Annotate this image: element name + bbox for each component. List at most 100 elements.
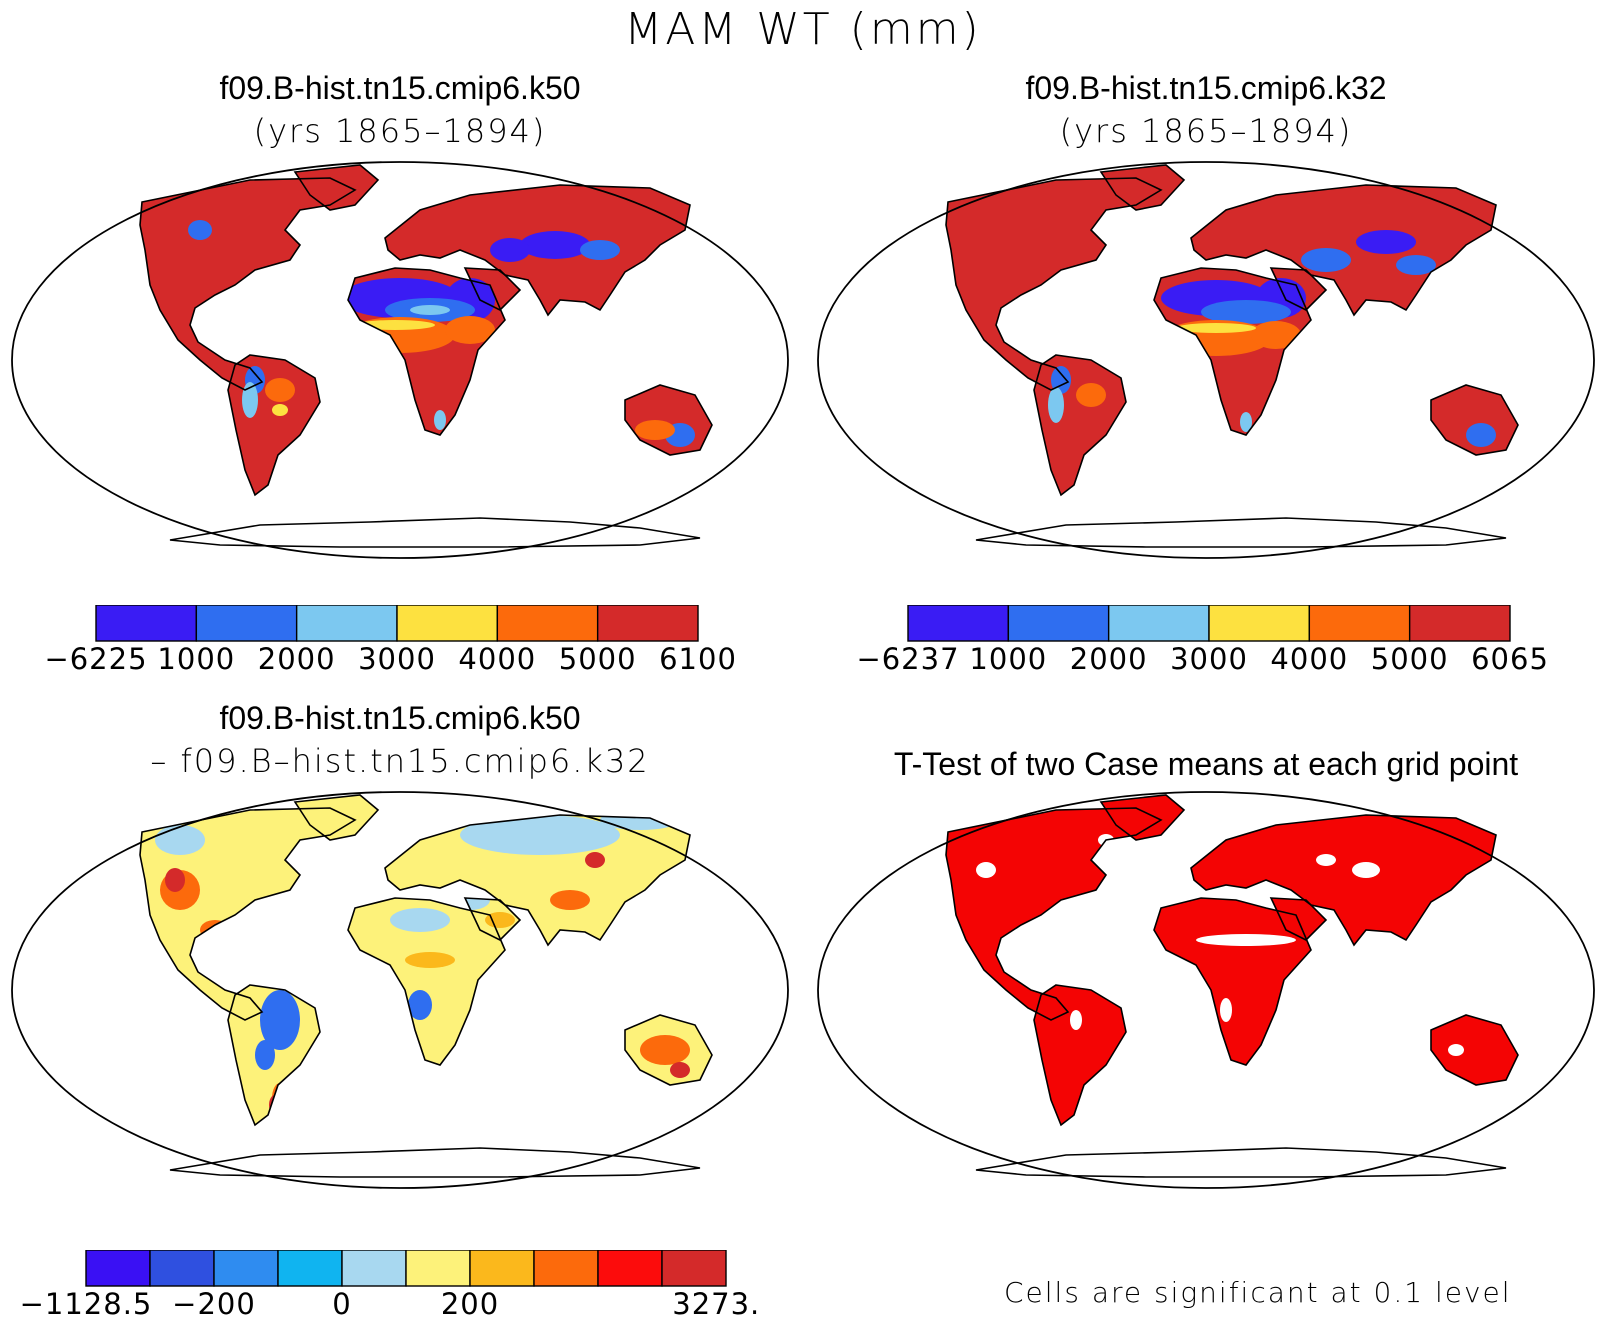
coastline-south-america xyxy=(1033,354,1127,497)
field-patch xyxy=(1048,387,1064,423)
colorbar-swatch xyxy=(496,605,599,642)
field-patch xyxy=(1240,412,1252,432)
coastline-africa xyxy=(347,267,506,436)
coastline-antarctica xyxy=(169,1147,701,1178)
field-patch xyxy=(1196,934,1296,946)
map-border xyxy=(817,791,1595,1189)
field-patch xyxy=(485,912,515,928)
field-patch xyxy=(1466,423,1496,447)
colorbar-swatch xyxy=(85,1250,151,1287)
map-panel-3 xyxy=(11,791,789,1189)
coastline-greenland xyxy=(1099,164,1186,211)
colorbar-swatch xyxy=(277,1250,343,1287)
coastline-south-america xyxy=(1033,984,1127,1127)
coastline-arabia xyxy=(463,897,522,941)
coastline-antarctica xyxy=(975,517,1507,548)
colorbar-label: 4000 xyxy=(1270,642,1348,676)
coastline-antarctica xyxy=(975,1147,1507,1178)
coastline-south-america xyxy=(227,984,321,1127)
colorbar-label: 3000 xyxy=(1170,642,1248,676)
field-patch xyxy=(490,238,530,262)
panel-3-subtitle: – f09.B–hist.tn15.cmip6.k32 xyxy=(150,742,650,780)
field-patch xyxy=(1316,854,1336,866)
colorbar-swatch xyxy=(1208,605,1311,642)
field-patch xyxy=(410,305,450,315)
field-patch xyxy=(445,316,495,344)
field-patch xyxy=(1070,1010,1082,1030)
field-patch xyxy=(1251,321,1301,349)
colorbar-label: 1000 xyxy=(969,642,1047,676)
field-patch xyxy=(580,240,620,260)
field-patch xyxy=(272,404,288,416)
colorbar-label: −6237 xyxy=(856,642,959,676)
coastline-north-america xyxy=(945,177,1163,391)
colorbar-swatch xyxy=(341,1250,407,1287)
coastline-australia xyxy=(624,384,713,456)
colorbar-label: 1000 xyxy=(157,642,235,676)
colorbar-label: 0 xyxy=(332,1287,351,1321)
field-patch xyxy=(390,908,450,932)
colorbar-swatch xyxy=(1408,605,1511,642)
colorbar-label: 3273.5 xyxy=(672,1287,760,1321)
colorbar-label: −1128.5 xyxy=(20,1287,152,1321)
map-border xyxy=(11,161,789,559)
figure-title: MAM WT (mm) xyxy=(624,4,982,55)
colorbar-swatch xyxy=(1107,605,1210,642)
colorbar-label: 3000 xyxy=(358,642,436,676)
colorbar-swatch xyxy=(195,605,298,642)
colorbar-swatch xyxy=(95,605,198,642)
field-patch xyxy=(165,868,185,892)
colorbar-label: 5000 xyxy=(1371,642,1449,676)
map-border xyxy=(817,161,1595,559)
significance-note: Cells are significant at 0.1 level xyxy=(1004,1276,1512,1309)
field-patch xyxy=(640,1035,690,1065)
field-patch xyxy=(976,862,996,878)
field-patch xyxy=(460,815,620,855)
coastline-australia xyxy=(624,1014,713,1086)
colorbar-2: −6237 1000 2000 3000 4000 5000 6065 xyxy=(856,605,1549,676)
field-patch xyxy=(408,990,432,1020)
field-patch xyxy=(1352,862,1380,878)
coastline-africa xyxy=(347,897,506,1066)
colorbar-swatch xyxy=(1308,605,1411,642)
field-patch xyxy=(670,1062,690,1078)
field-patch xyxy=(260,990,300,1050)
coastline-greenland xyxy=(1099,794,1186,841)
coastline-eurasia xyxy=(384,184,691,317)
map-panel-2 xyxy=(817,161,1595,559)
colorbar-label: −6225 xyxy=(44,642,147,676)
colorbar-swatch xyxy=(1007,605,1110,642)
coastline-eurasia xyxy=(1190,814,1497,947)
field-patch xyxy=(585,852,605,868)
panel-1-subtitle: (yrs 1865–1894) xyxy=(253,112,547,150)
coastline-greenland xyxy=(293,794,380,841)
map-panel-4 xyxy=(817,791,1595,1189)
coastline-africa xyxy=(1153,267,1312,436)
colorbar-swatch xyxy=(295,605,398,642)
field-patch xyxy=(434,410,446,430)
field-patch xyxy=(550,890,590,910)
colorbar-swatch xyxy=(405,1250,471,1287)
coastline-eurasia xyxy=(1190,184,1497,317)
colorbar-label: 5000 xyxy=(559,642,637,676)
coastline-arabia xyxy=(1269,897,1328,941)
field-patch xyxy=(242,382,258,418)
colorbar-label: −200 xyxy=(172,1287,256,1321)
panel-1-title: f09.B-hist.tn15.cmip6.k50 xyxy=(219,70,581,106)
panel-2-title: f09.B-hist.tn15.cmip6.k32 xyxy=(1025,70,1387,106)
panel-2-subtitle: (yrs 1865–1894) xyxy=(1059,112,1353,150)
field-patch xyxy=(188,220,212,240)
coastline-north-america xyxy=(945,807,1163,1021)
field-patch xyxy=(1076,383,1106,407)
colorbar-label: 2000 xyxy=(1070,642,1148,676)
field-patch xyxy=(265,378,295,402)
colorbar-1: −6225 1000 2000 3000 4000 5000 6100 xyxy=(44,605,736,676)
colorbar-swatch xyxy=(533,1250,599,1287)
coastline-arabia xyxy=(1269,267,1328,311)
colorbar-swatch xyxy=(469,1250,535,1287)
field-patch xyxy=(1356,230,1416,254)
coastline-south-america xyxy=(227,354,321,497)
panel-4-title: T-Test of two Case means at each grid po… xyxy=(893,746,1519,782)
coastline-africa xyxy=(1153,897,1312,1066)
colorbar-label: 6065 xyxy=(1471,642,1549,676)
